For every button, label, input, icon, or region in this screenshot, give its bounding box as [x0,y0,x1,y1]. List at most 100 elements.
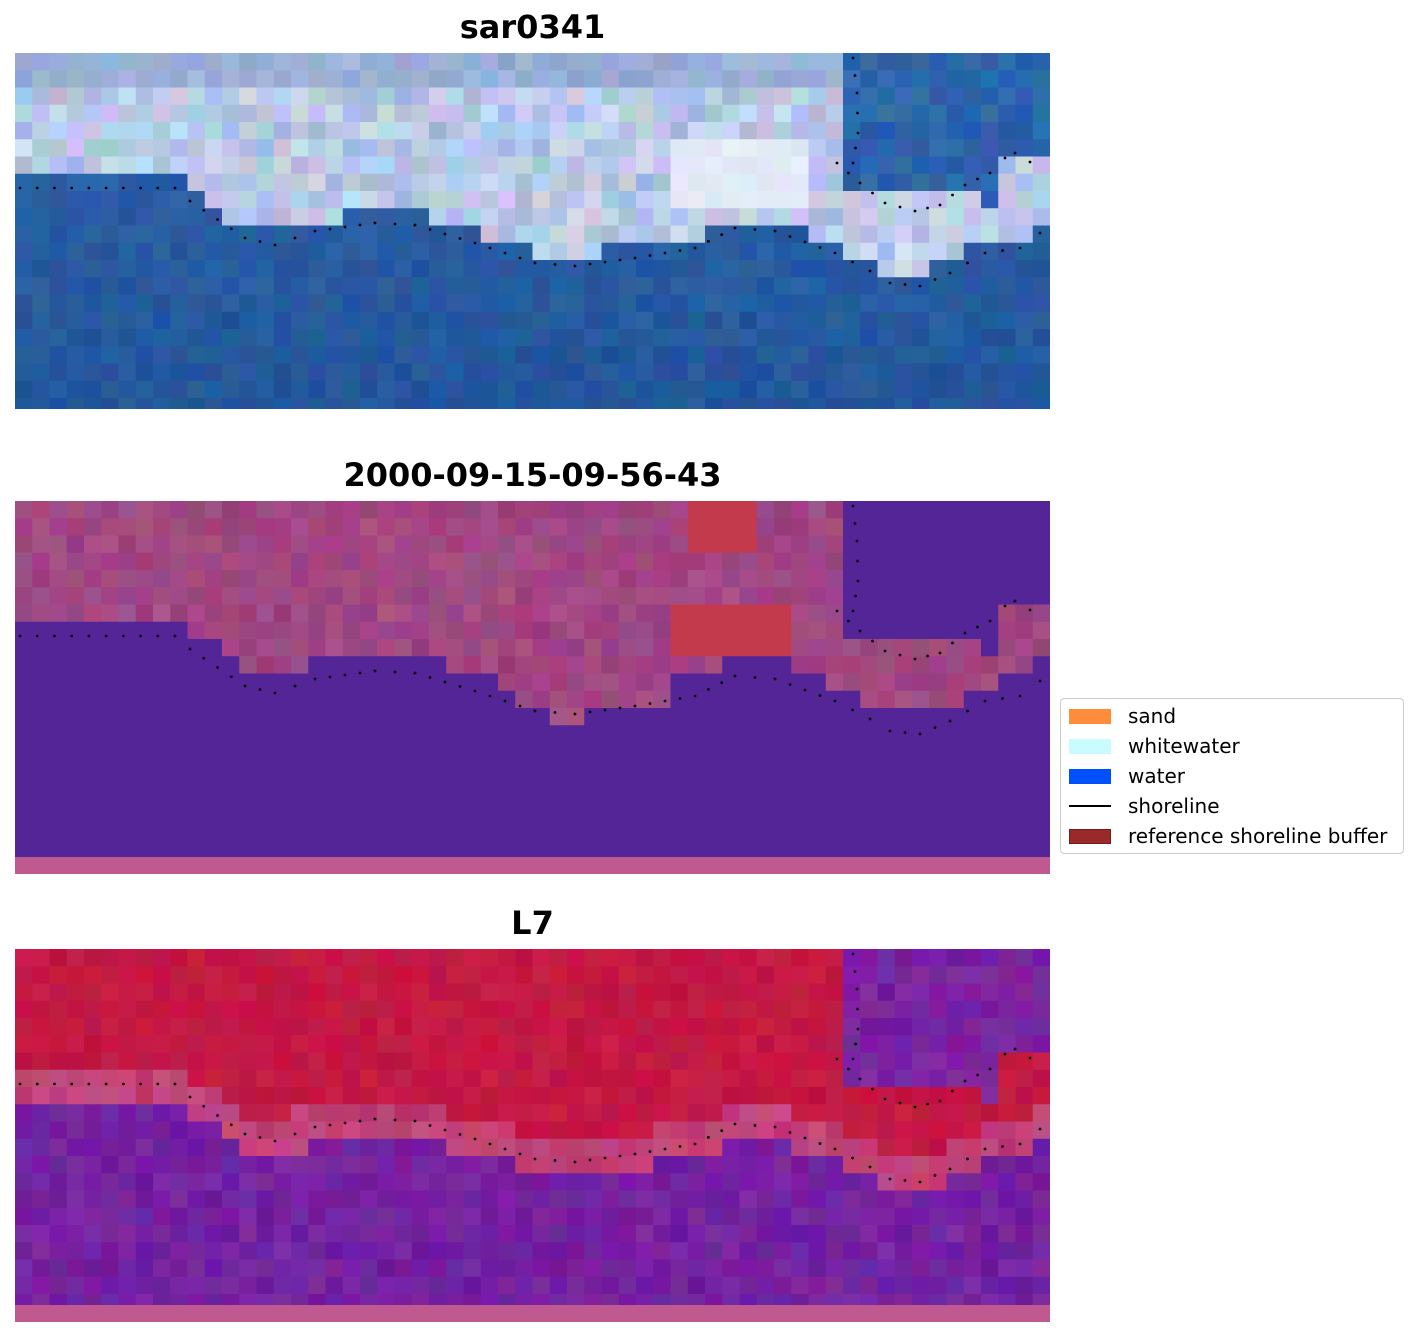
image-pixel [204,1018,223,1036]
image-pixel [101,311,119,330]
image-pixel [774,794,792,812]
image-pixel [170,1087,188,1105]
image-pixel [118,1190,137,1209]
panel-title-index: L7 [511,904,554,942]
legend-item-sand: sand [1069,704,1176,728]
image-pixel [739,346,758,364]
image-pixel [532,1018,551,1036]
image-pixel [394,260,413,278]
image-pixel [618,363,637,382]
image-pixel [739,639,758,657]
image-pixel [308,242,326,261]
image-pixel [636,363,654,382]
shoreline-dot [139,634,142,638]
shoreline-dot [803,688,807,692]
image-pixel [377,604,395,623]
image-pixel [394,777,413,795]
image-pixel [981,501,999,519]
image-pixel [601,242,620,261]
image-pixel [446,759,464,778]
image-pixel [1032,1190,1050,1209]
image-pixel [946,570,965,588]
image-pixel [515,277,533,295]
image-pixel [291,53,309,71]
image-pixel [273,122,292,140]
image-pixel [446,725,464,743]
image-pixel [32,1225,50,1243]
image-pixel [549,621,568,640]
image-pixel [446,173,464,192]
image-pixel [394,1104,413,1122]
image-pixel [912,1121,930,1140]
image-pixel [618,104,637,123]
image-pixel [187,1173,206,1191]
image-pixel [222,311,240,330]
image-pixel [187,742,206,761]
image-pixel [808,673,827,692]
image-pixel [101,552,119,571]
image-pixel [204,260,223,278]
image-pixel [170,346,188,364]
image-pixel [256,1207,275,1226]
image-pixel [446,1259,464,1278]
image-pixel [1015,828,1034,847]
image-pixel [239,208,257,226]
image-pixel [204,1225,223,1243]
image-pixel [49,570,68,588]
image-pixel [377,535,395,554]
image-pixel [808,122,827,140]
image-pixel [118,104,137,123]
image-pixel [567,690,585,709]
image-pixel [636,570,654,588]
image-pixel [66,552,85,571]
shoreline-dot [533,709,537,713]
image-pixel [411,242,430,261]
image-pixel [15,1000,33,1019]
image-pixel [291,277,309,295]
image-pixel [1015,535,1034,554]
image-pixel [463,673,482,692]
image-pixel [84,1156,102,1174]
image-pixel [377,501,395,519]
image-pixel [929,139,947,157]
image-pixel [118,1242,137,1260]
image-pixel [722,777,740,795]
image-pixel [308,191,326,209]
image-pixel [66,1018,85,1036]
image-pixel [515,70,533,88]
image-pixel [981,777,999,795]
shoreline-dot [855,987,859,991]
image-pixel [549,639,568,657]
image-pixel [204,242,223,261]
image-pixel [912,1069,930,1088]
image-pixel [308,70,326,88]
image-pixel [549,53,568,71]
image-pixel [498,639,516,657]
image-pixel [480,1087,499,1105]
image-pixel [825,1121,844,1140]
image-pixel [515,1207,533,1226]
image-pixel [15,1156,33,1174]
image-pixel [601,1276,620,1295]
image-pixel [774,1035,792,1053]
image-pixel [739,1035,758,1053]
image-pixel [1015,1121,1034,1140]
image-pixel [756,1156,775,1174]
image-pixel [446,1190,464,1209]
image-pixel [653,1104,671,1122]
shoreline-dot [733,1122,737,1126]
image-pixel [153,708,171,726]
image-pixel [515,690,533,709]
image-pixel [791,1069,809,1088]
image-pixel [912,949,930,967]
image-pixel [998,1121,1016,1140]
image-pixel [808,949,827,967]
image-pixel [756,1087,775,1105]
image-pixel [946,329,965,347]
image-pixel [670,828,689,847]
image-pixel [981,1087,999,1105]
image-pixel [498,1104,516,1122]
image-pixel [722,828,740,847]
image-pixel [256,1121,275,1140]
image-pixel [515,1000,533,1019]
